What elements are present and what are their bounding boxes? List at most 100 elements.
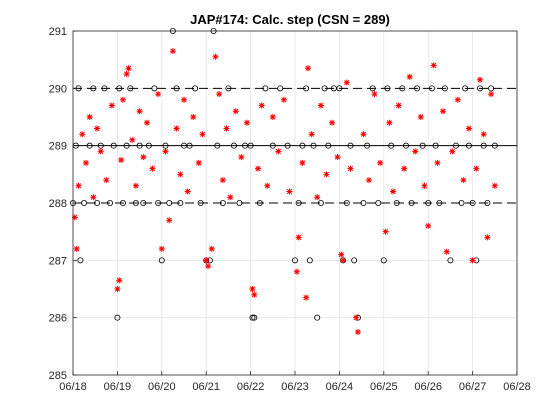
asterisk-marker (308, 131, 315, 138)
circle-marker (107, 199, 114, 206)
chart-title: JAP#174: Calc. step (CSN = 289) (190, 12, 390, 27)
circle-marker (132, 199, 139, 206)
asterisk-marker (212, 53, 219, 60)
circle-marker (343, 199, 350, 206)
circle-marker (262, 85, 269, 92)
y-tick-label: 288 (49, 198, 67, 210)
asterisk-marker (366, 177, 372, 184)
asterisk-marker (473, 165, 480, 172)
circle-marker (155, 199, 162, 206)
circle-marker (247, 142, 254, 149)
asterisk-marker (258, 102, 265, 109)
asterisk-marker (340, 257, 347, 264)
asterisk-marker (280, 96, 287, 103)
circle-marker (306, 257, 313, 264)
circle-marker (90, 85, 97, 92)
asterisk-marker (338, 251, 345, 258)
circle-marker (127, 85, 134, 92)
circle-marker (393, 199, 400, 206)
circle-marker (321, 85, 328, 92)
circle-marker (484, 199, 491, 206)
circle-marker (269, 142, 276, 149)
asterisk-marker (208, 245, 215, 252)
circle-marker (158, 257, 165, 264)
circle-marker (186, 142, 193, 149)
asterisk-marker (223, 125, 230, 132)
asterisk-marker (79, 131, 86, 138)
asterisk-marker (354, 329, 361, 335)
asterisk-marker (390, 188, 397, 195)
circle-marker (384, 85, 391, 92)
circle-marker (151, 85, 158, 92)
circle-marker (488, 85, 495, 92)
asterisk-marker (184, 188, 191, 195)
circle-marker (419, 142, 426, 149)
y-tick-label: 291 (49, 26, 67, 38)
asterisk-marker (129, 136, 136, 143)
asterisk-marker (162, 148, 169, 155)
x-tick-label: 06/23 (281, 381, 309, 393)
circle-marker (284, 142, 291, 149)
asterisk-marker (97, 148, 104, 155)
circle-marker (317, 199, 324, 206)
circle-marker (77, 257, 84, 264)
asterisk-marker (114, 286, 121, 292)
asterisk-marker (449, 148, 456, 155)
circle-marker (458, 199, 465, 206)
circle-marker (256, 199, 263, 206)
circle-marker (388, 142, 395, 149)
circle-marker (140, 199, 147, 206)
asterisk-marker (317, 102, 324, 109)
asterisk-marker (434, 159, 441, 166)
asterisk-marker (108, 102, 115, 109)
circle-marker (310, 142, 317, 149)
asterisk-marker (360, 131, 367, 138)
circle-series (70, 27, 498, 321)
asterisk-marker (401, 165, 408, 172)
circle-marker (465, 142, 472, 149)
asterisk-marker (304, 65, 311, 72)
asterisk-marker (286, 188, 293, 195)
asterisk-marker (343, 79, 350, 86)
asterisk-marker (238, 154, 245, 161)
circle-marker (145, 142, 152, 149)
asterisk-marker (232, 108, 239, 115)
asterisk-marker (382, 228, 389, 235)
asterisk-marker (203, 257, 210, 264)
circle-marker (414, 85, 421, 92)
circle-marker (225, 85, 232, 92)
asterisk-marker (116, 277, 123, 284)
circle-marker (491, 142, 498, 149)
x-tick-label: 06/19 (104, 381, 132, 393)
x-tick-label: 06/28 (503, 381, 531, 393)
circle-marker (177, 199, 184, 206)
circle-marker (299, 142, 306, 149)
asterisk-marker (140, 154, 147, 161)
asterisk-marker (491, 182, 498, 189)
circle-marker (428, 85, 435, 92)
asterisk-marker (177, 171, 184, 178)
circle-marker (314, 314, 321, 321)
asterisk-marker (255, 165, 261, 172)
circle-marker (441, 85, 448, 92)
circle-marker (325, 142, 332, 149)
circle-marker (336, 85, 343, 92)
asterisk-marker (144, 119, 150, 126)
circle-marker (249, 314, 256, 321)
circle-marker (462, 85, 469, 92)
asterisk-marker (119, 96, 126, 103)
circle-marker (86, 142, 93, 149)
x-tick-label: 06/22 (237, 381, 265, 393)
asterisk-marker (440, 108, 446, 115)
asterisk-marker (329, 119, 335, 126)
asterisk-marker (480, 131, 487, 138)
asterisk-marker (465, 125, 472, 132)
asterisk-marker (386, 119, 393, 126)
asterisk-marker (299, 159, 306, 166)
circle-marker (295, 199, 302, 206)
asterisk-marker (90, 194, 97, 201)
circle-marker (436, 199, 443, 206)
asterisk-marker (412, 148, 419, 155)
asterisk-marker (347, 165, 354, 172)
